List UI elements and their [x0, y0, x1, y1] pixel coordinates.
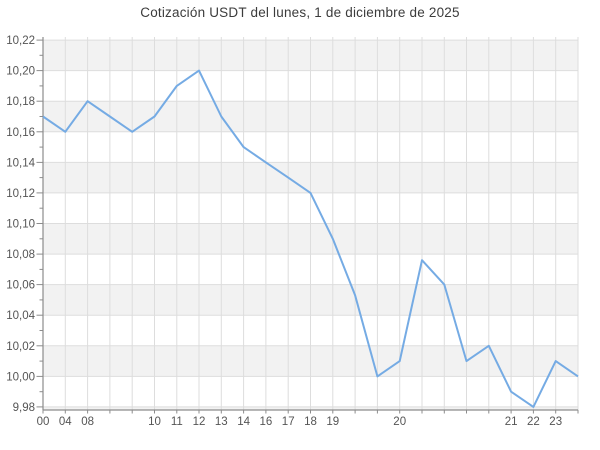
y-tick-label: 10,12	[6, 188, 35, 200]
x-tick-label: 00	[37, 416, 50, 428]
y-tick-label: 9,98	[13, 402, 35, 414]
x-axis-ticks	[42, 410, 579, 414]
y-tick-label: 10,18	[6, 96, 35, 108]
x-tick-label: 12	[193, 416, 206, 428]
x-tick-label: 04	[59, 416, 72, 428]
x-tick-label: 17	[282, 416, 295, 428]
x-tick-label: 19	[326, 416, 339, 428]
y-tick-label: 10,16	[6, 127, 35, 139]
chart-title: Cotización USDT del lunes, 1 de diciembr…	[140, 5, 460, 20]
y-axis-ticks	[36, 39, 43, 408]
gridlines-vertical	[64, 37, 579, 410]
x-tick-label: 18	[304, 416, 317, 428]
x-tick-label: 20	[393, 416, 406, 428]
y-tick-label: 10,00	[6, 371, 35, 383]
x-tick-label: 13	[215, 416, 228, 428]
x-tick-label: 23	[549, 416, 562, 428]
y-tick-labels: 10,22 10,20 10,18 10,16 10,14 10,12 10,10 10,08…	[6, 35, 35, 414]
y-tick-label: 10,08	[6, 249, 35, 261]
x-tick-label: 08	[81, 416, 94, 428]
x-tick-label: 11	[171, 416, 183, 428]
y-tick-label: 10,02	[6, 341, 35, 353]
x-tick-label: 16	[260, 416, 273, 428]
x-tick-labels: 00 04 08 10 11 12 13 14 16 17 18 19 20 21 22 23	[37, 416, 562, 428]
x-tick-label: 22	[527, 416, 540, 428]
y-tick-label: 10,06	[6, 280, 35, 292]
x-tick-label: 14	[237, 416, 250, 428]
y-tick-label: 10,20	[6, 66, 35, 78]
y-tick-label: 10,04	[6, 310, 35, 322]
y-tick-label: 10,10	[6, 219, 35, 231]
x-tick-label: 21	[505, 416, 518, 428]
y-tick-label: 10,14	[6, 157, 35, 169]
y-tick-label: 10,22	[6, 35, 35, 47]
x-tick-label: 10	[148, 416, 161, 428]
price-line	[42, 69, 579, 408]
